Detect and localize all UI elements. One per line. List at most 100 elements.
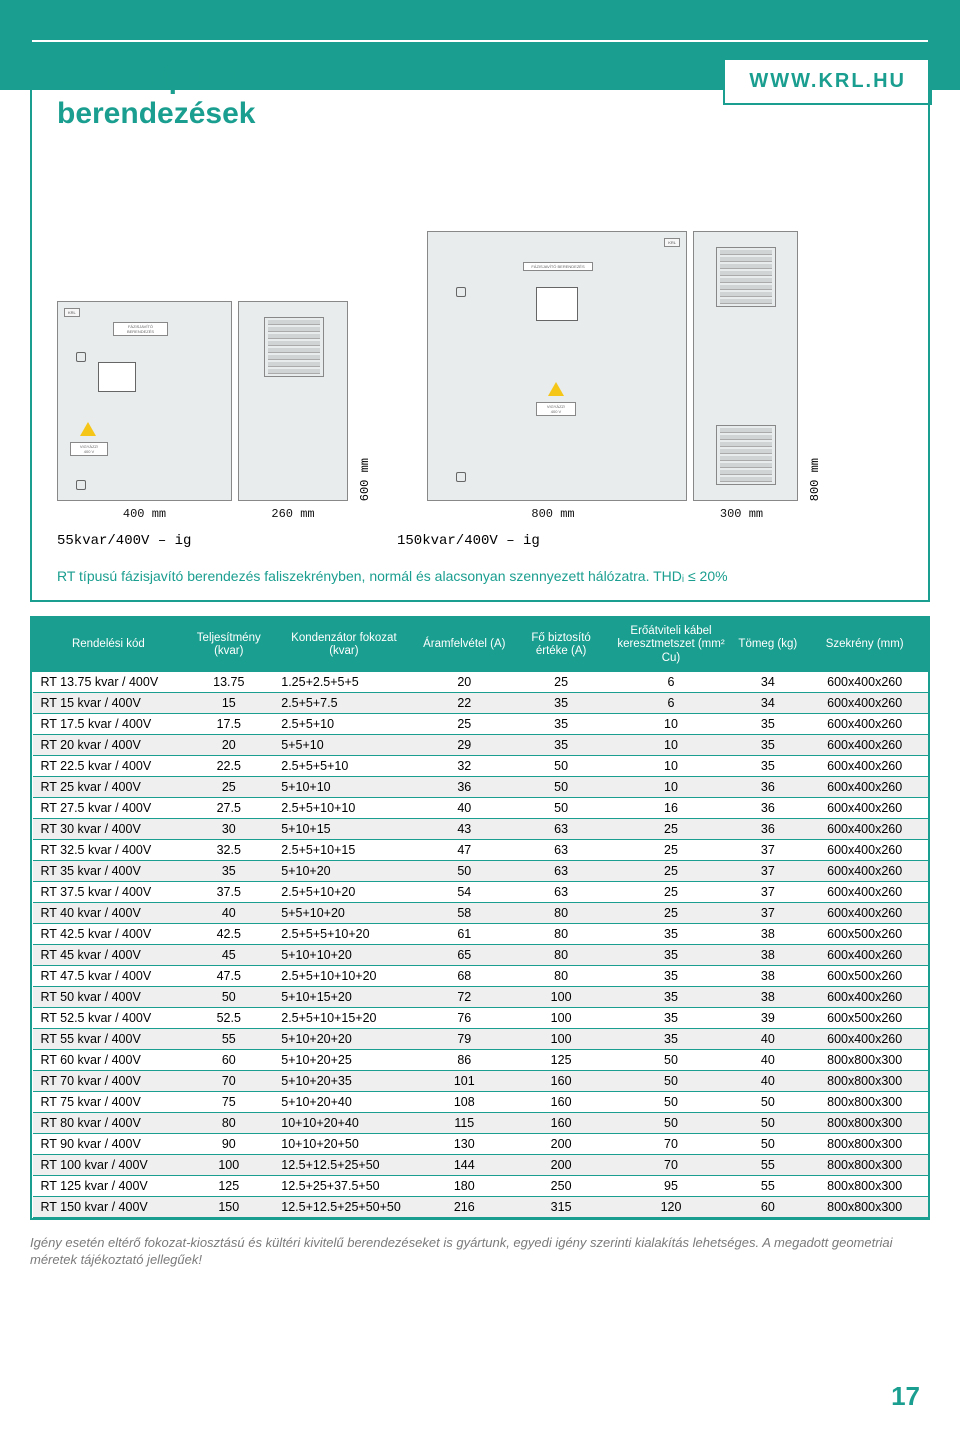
table-cell: 50	[608, 1112, 734, 1133]
table-cell: 600x500x260	[802, 1007, 928, 1028]
table-cell: 63	[514, 839, 608, 860]
table-cell: RT 32.5 kvar / 400V	[33, 839, 185, 860]
table-cell: 36	[415, 776, 514, 797]
table-cell: RT 20 kvar / 400V	[33, 734, 185, 755]
table-cell: 2.5+5+10+20	[273, 881, 414, 902]
table-cell: 800x800x300	[802, 1091, 928, 1112]
table-cell: 55	[734, 1154, 802, 1175]
table-cell: 45	[184, 944, 273, 965]
table-cell: 800x800x300	[802, 1196, 928, 1217]
table-row: RT 37.5 kvar / 400V37.52.5+5+10+20546325…	[33, 881, 928, 902]
table-cell: 50	[608, 1070, 734, 1091]
table-cell: 35	[608, 965, 734, 986]
table-cell: 50	[415, 860, 514, 881]
table-cell: 76	[415, 1007, 514, 1028]
table-cell: RT 40 kvar / 400V	[33, 902, 185, 923]
table-cell: 25	[608, 881, 734, 902]
table-cell: 68	[415, 965, 514, 986]
table-cell: 200	[514, 1154, 608, 1175]
table-cell: 22	[415, 692, 514, 713]
table-cell: 600x400x260	[802, 692, 928, 713]
title-line1: Az RT típusú	[57, 62, 240, 95]
table-row: RT 32.5 kvar / 400V32.52.5+5+10+15476325…	[33, 839, 928, 860]
table-cell: 180	[415, 1175, 514, 1196]
table-cell: 37	[734, 860, 802, 881]
table-row: RT 90 kvar / 400V9010+10+20+501302007050…	[33, 1133, 928, 1154]
table-row: RT 13.75 kvar / 400V13.751.25+2.5+5+5202…	[33, 671, 928, 692]
table-row: RT 20 kvar / 400V205+5+1029351035600x400…	[33, 734, 928, 755]
knob-icon	[456, 287, 466, 297]
table-cell: 50	[514, 755, 608, 776]
caution-plate: FÁZISJAVÍTÓ BERENDEZÉS	[523, 262, 593, 271]
table-cell: 63	[514, 860, 608, 881]
table-cell: RT 35 kvar / 400V	[33, 860, 185, 881]
table-cell: 79	[415, 1028, 514, 1049]
table-cell: 12.5+12.5+25+50	[273, 1154, 414, 1175]
spec-table-frame: Rendelési kód Teljesítmény (kvar) Konden…	[30, 616, 930, 1220]
table-cell: 5+10+20+25	[273, 1049, 414, 1070]
table-cell: 32	[415, 755, 514, 776]
table-cell: 216	[415, 1196, 514, 1217]
table-cell: 108	[415, 1091, 514, 1112]
table-cell: RT 52.5 kvar / 400V	[33, 1007, 185, 1028]
table-cell: 70	[608, 1133, 734, 1154]
table-cell: 800x800x300	[802, 1133, 928, 1154]
table-cell: 200	[514, 1133, 608, 1154]
table-cell: 2.5+5+5+10+20	[273, 923, 414, 944]
table-cell: 600x400x260	[802, 1028, 928, 1049]
table-cell: 50	[608, 1091, 734, 1112]
table-cell: 25	[608, 902, 734, 923]
table-cell: 2.5+5+10	[273, 713, 414, 734]
spec-table: Rendelési kód Teljesítmény (kvar) Konden…	[32, 618, 928, 1218]
table-cell: 35	[514, 692, 608, 713]
diagram-captions: 55kvar/400V – ig 150kvar/400V – ig	[57, 533, 903, 549]
table-cell: 800x800x300	[802, 1154, 928, 1175]
table-cell: 120	[608, 1196, 734, 1217]
table-cell: 5+10+20+20	[273, 1028, 414, 1049]
table-cell: 80	[514, 965, 608, 986]
col-header: Szekrény (mm)	[802, 619, 928, 672]
table-cell: 16	[608, 797, 734, 818]
table-cell: 37	[734, 902, 802, 923]
table-cell: 38	[734, 965, 802, 986]
table-cell: 30	[184, 818, 273, 839]
table-cell: 80	[514, 944, 608, 965]
table-cell: 13.75	[184, 671, 273, 692]
table-cell: 2.5+5+10+15	[273, 839, 414, 860]
table-cell: RT 80 kvar / 400V	[33, 1112, 185, 1133]
table-cell: 27.5	[184, 797, 273, 818]
table-cell: RT 37.5 kvar / 400V	[33, 881, 185, 902]
col-header: Áramfelvétel (A)	[415, 619, 514, 672]
caption-150: 150kvar/400V – ig	[397, 533, 540, 549]
table-cell: 25	[184, 776, 273, 797]
table-cell: RT 27.5 kvar / 400V	[33, 797, 185, 818]
table-cell: 65	[415, 944, 514, 965]
table-cell: 600x400x260	[802, 671, 928, 692]
table-cell: 25	[415, 713, 514, 734]
table-cell: RT 22.5 kvar / 400V	[33, 755, 185, 776]
table-cell: 34	[734, 692, 802, 713]
col-header: Kondenzátor fokozat (kvar)	[273, 619, 414, 672]
table-cell: 63	[514, 881, 608, 902]
table-cell: 32.5	[184, 839, 273, 860]
table-cell: 250	[514, 1175, 608, 1196]
table-row: RT 35 kvar / 400V355+10+2050632537600x40…	[33, 860, 928, 881]
table-row: RT 27.5 kvar / 400V27.52.5+5+10+10405016…	[33, 797, 928, 818]
table-cell: 50	[608, 1049, 734, 1070]
table-cell: 15	[184, 692, 273, 713]
page-title: Az RT típusú berendezések	[57, 62, 903, 131]
col-header: Tömeg (kg)	[734, 619, 802, 672]
table-row: RT 80 kvar / 400V8010+10+20+401151605050…	[33, 1112, 928, 1133]
knob-icon	[76, 352, 86, 362]
table-row: RT 50 kvar / 400V505+10+15+2072100353860…	[33, 986, 928, 1007]
table-cell: RT 42.5 kvar / 400V	[33, 923, 185, 944]
table-cell: 10+10+20+50	[273, 1133, 414, 1154]
cabinet-55-side	[238, 301, 348, 501]
table-cell: 70	[608, 1154, 734, 1175]
table-cell: 125	[184, 1175, 273, 1196]
table-cell: 10	[608, 755, 734, 776]
table-cell: 37	[734, 839, 802, 860]
table-row: RT 25 kvar / 400V255+10+1036501036600x40…	[33, 776, 928, 797]
table-cell: 2.5+5+7.5	[273, 692, 414, 713]
table-cell: 5+10+20+40	[273, 1091, 414, 1112]
